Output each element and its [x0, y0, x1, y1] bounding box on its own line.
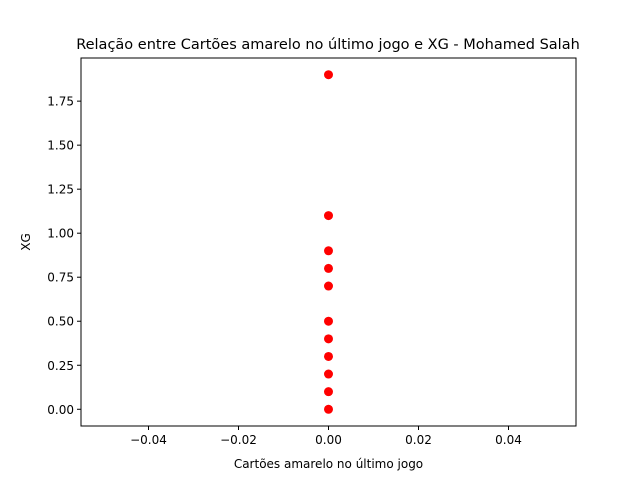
chart-title: Relação entre Cartões amarelo no último … [76, 37, 580, 53]
y-tick-label: 1.25 [47, 183, 74, 197]
y-tick-label: 1.75 [47, 95, 74, 109]
y-tick-label: 0.75 [47, 271, 74, 285]
y-tick-label: 0.00 [47, 403, 74, 417]
data-point [324, 281, 333, 291]
data-points [324, 70, 333, 414]
y-axis-ticks: 0.00 0.25 0.50 0.75 1.00 1.25 1.50 1.75 [47, 95, 81, 417]
data-point [324, 246, 333, 256]
x-tick-label: −0.04 [130, 433, 167, 447]
data-point [324, 387, 333, 397]
y-tick-label: 1.00 [47, 227, 74, 241]
y-tick-label: 1.50 [47, 139, 74, 153]
data-point [324, 334, 333, 344]
y-tick-label: 0.25 [47, 359, 74, 373]
data-point [324, 404, 333, 414]
data-point [324, 70, 333, 80]
plot-area-frame [80, 57, 577, 427]
data-point [324, 211, 333, 221]
x-tick-label: 0.02 [405, 433, 432, 447]
data-point [324, 263, 333, 273]
x-tick-label: 0.04 [495, 433, 522, 447]
data-point [324, 351, 333, 361]
data-point [324, 369, 333, 379]
x-tick-label: −0.02 [220, 433, 257, 447]
x-tick-label: 0.00 [315, 433, 342, 447]
y-axis-label: XG [19, 233, 33, 251]
y-tick-label: 0.50 [47, 315, 74, 329]
data-point [324, 316, 333, 326]
x-axis-label: Cartões amarelo no último jogo [234, 457, 423, 471]
x-axis-ticks: −0.04 −0.02 0.00 0.02 0.04 [130, 426, 522, 447]
